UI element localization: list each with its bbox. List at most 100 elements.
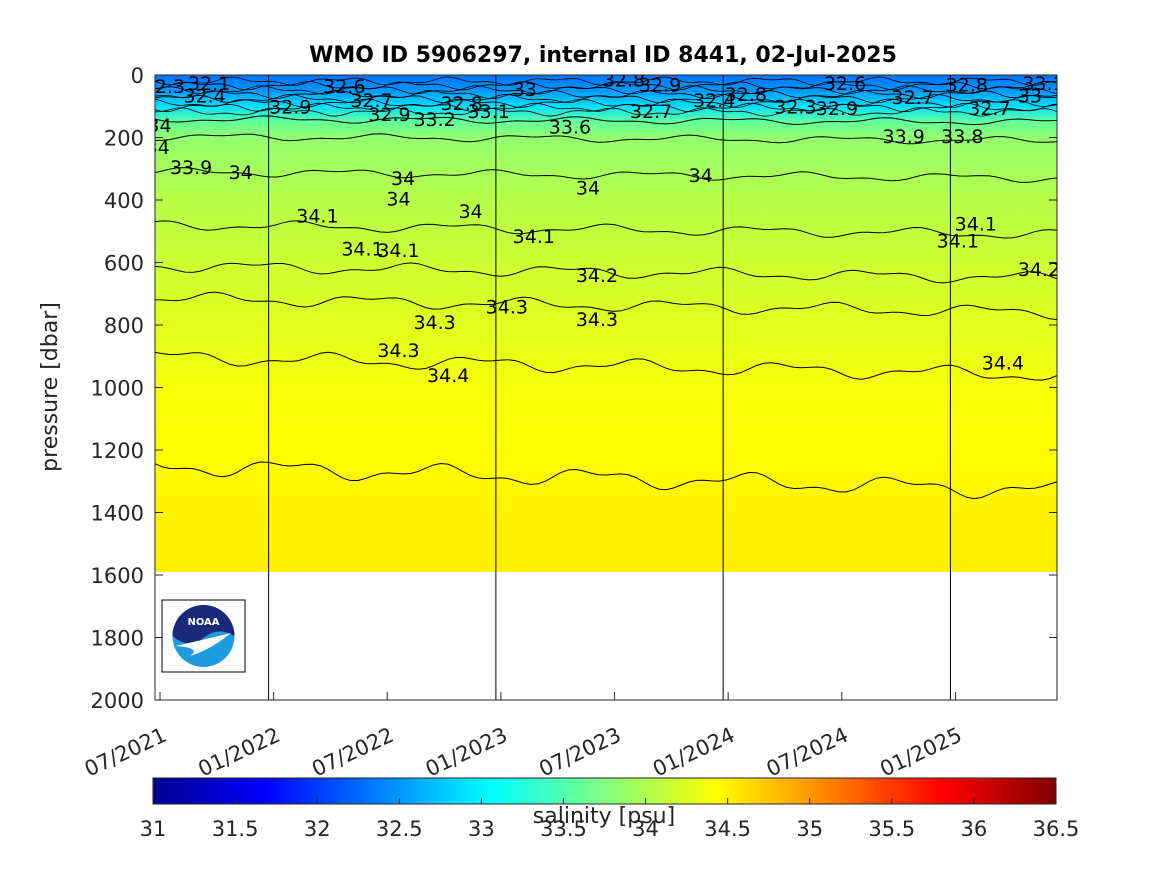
x-tick-label: 07/2022 bbox=[308, 723, 397, 782]
contour-line-surface bbox=[155, 76, 1057, 86]
contour-label: 34.4 bbox=[982, 353, 1024, 375]
x-tick-label: 01/2023 bbox=[422, 723, 511, 782]
contour-label: 34 bbox=[689, 165, 713, 187]
colorbar-tick-label: 31 bbox=[140, 817, 167, 841]
x-tick-label: 01/2024 bbox=[649, 723, 738, 782]
contour-label: 32.8 bbox=[725, 84, 767, 106]
contour-label: 34 bbox=[147, 115, 171, 137]
y-tick-label: 600 bbox=[104, 252, 144, 276]
contour-label: 34 bbox=[576, 178, 600, 200]
contour-label: 32.7 bbox=[892, 87, 934, 109]
salinity-field bbox=[155, 75, 1057, 572]
colorbar-tick-label: 33 bbox=[468, 817, 495, 841]
contour-label: 32.7 bbox=[968, 98, 1010, 120]
plot-area: 32.3 32.132.4 32.932.632.732.9 33.232.833.1… bbox=[143, 70, 1064, 701]
contour-line-34.5 bbox=[155, 461, 1057, 500]
contour-line-34.1 bbox=[155, 220, 1057, 239]
contour-label: 32.7 bbox=[630, 101, 672, 123]
x-tick-label: 07/2021 bbox=[81, 723, 170, 782]
contour-label: 33 bbox=[513, 79, 537, 101]
contour-label: 34 bbox=[146, 137, 170, 159]
colorbar-tick-label: 34 bbox=[632, 817, 659, 841]
contour-label: 32.8 bbox=[946, 74, 988, 96]
chart-title: WMO ID 5906297, internal ID 8441, 02-Jul… bbox=[309, 43, 897, 68]
contour-label: 33.6 bbox=[549, 117, 591, 139]
contour-label: 32.3 bbox=[774, 96, 816, 118]
contour-label: 32.1 bbox=[188, 73, 230, 95]
contour-label: 32.6 bbox=[824, 73, 866, 95]
contour-label: 34.3 bbox=[486, 296, 528, 318]
y-tick-label: 1400 bbox=[91, 502, 144, 526]
contour-label: 34.1 bbox=[296, 206, 338, 228]
y-tick-label: 1600 bbox=[91, 564, 144, 588]
contour-line-surface bbox=[155, 98, 1057, 108]
contour-label: 32.9 bbox=[816, 98, 858, 120]
contour-label: 34.2 bbox=[1018, 259, 1060, 281]
contour-label: 32.4 bbox=[183, 85, 225, 107]
contour-label: 33.1 bbox=[1022, 73, 1064, 95]
contour-label: 34.1 bbox=[513, 226, 555, 248]
contour-line-surface bbox=[155, 102, 1057, 113]
contour-line-surface bbox=[155, 93, 1057, 104]
contour-line-surface bbox=[155, 80, 1057, 91]
contour-label: 33.1 bbox=[468, 101, 510, 123]
colorbar-tick-label: 35.5 bbox=[868, 817, 915, 841]
y-tick-label: 400 bbox=[104, 189, 144, 213]
contour-label: 34 bbox=[386, 188, 410, 210]
y-axis: 0 200 400 600 800 1000 1200 1400 1600 1800 2000 bbox=[91, 64, 1057, 713]
y-tick-label: 2000 bbox=[91, 689, 144, 713]
colorbar-tick-label: 35 bbox=[796, 817, 823, 841]
contour-label: 32.3 bbox=[143, 76, 185, 98]
contour-line-33.9 bbox=[155, 133, 1057, 145]
contour-label: 33.2 bbox=[413, 109, 455, 131]
y-tick-label: 1200 bbox=[91, 439, 144, 463]
colorbar-tick-label: 34.5 bbox=[704, 817, 751, 841]
contour-line-surface bbox=[155, 85, 1057, 95]
x-tick-label: 07/2023 bbox=[535, 723, 624, 782]
contour-line-34.3 bbox=[155, 291, 1057, 320]
contour-line-surface bbox=[155, 89, 1057, 100]
contour-label: 33.9 bbox=[170, 157, 212, 179]
y-tick-label: 1000 bbox=[91, 377, 144, 401]
contour-line-surface bbox=[155, 107, 1057, 117]
contour-label: 32.8 bbox=[441, 93, 483, 115]
contour-label: 34.4 bbox=[427, 365, 469, 387]
contour-label: 32.6 bbox=[323, 76, 365, 98]
contour-label: 32.4 bbox=[693, 90, 735, 112]
contour-label: 34 bbox=[229, 162, 253, 184]
contour-line-34.4 bbox=[155, 351, 1057, 381]
contour-line-34.2 bbox=[155, 262, 1057, 284]
contour-label: 34.1 bbox=[937, 231, 979, 253]
colorbar-tick-label: 36 bbox=[961, 817, 988, 841]
colorbar-label: salinity [psu] bbox=[533, 804, 675, 829]
x-tick-label: 01/2022 bbox=[194, 723, 283, 782]
contour-label: 34 bbox=[459, 201, 483, 223]
contour-label: 32.9 bbox=[269, 96, 311, 118]
y-axis-label: pressure [dbar] bbox=[38, 302, 63, 472]
contour-label: 34.1 bbox=[377, 240, 419, 262]
y-tick-label: 0 bbox=[131, 64, 144, 88]
contour-label: 32.8 bbox=[603, 70, 645, 92]
contour-label: 34.1 bbox=[341, 238, 383, 260]
colorbar: 31 31.5 32 32.5 33 33.5 34 34.5 35 35.5 36 36.5 bbox=[140, 777, 1080, 841]
contour-label: 34.2 bbox=[576, 265, 618, 287]
contour-label: 32.7 bbox=[350, 90, 392, 112]
contour-label: 33.8 bbox=[941, 126, 983, 148]
y-tick-label: 200 bbox=[104, 127, 144, 151]
contour-label: 33 bbox=[1018, 85, 1042, 107]
colorbar-tick-label: 32.5 bbox=[376, 817, 423, 841]
contour-label: 33.9 bbox=[883, 126, 925, 148]
x-axis: 07/2021 01/2022 07/2022 01/2023 07/2023 01/20… bbox=[81, 692, 966, 781]
colorbar-tick-label: 32 bbox=[304, 817, 331, 841]
contour-label: 32.9 bbox=[639, 74, 681, 96]
colorbar-tick-label: 31.5 bbox=[212, 817, 259, 841]
y-tick-label: 800 bbox=[104, 314, 144, 338]
contour-label: 34.3 bbox=[413, 312, 455, 334]
contour-line-34 bbox=[155, 167, 1057, 183]
x-tick-label: 01/2025 bbox=[876, 723, 965, 782]
contour-label: 34 bbox=[391, 168, 415, 190]
noaa-logo: NOAA bbox=[161, 599, 246, 673]
colorbar-tick-label: 36.5 bbox=[1033, 817, 1080, 841]
x-tick-label: 07/2024 bbox=[763, 723, 852, 782]
